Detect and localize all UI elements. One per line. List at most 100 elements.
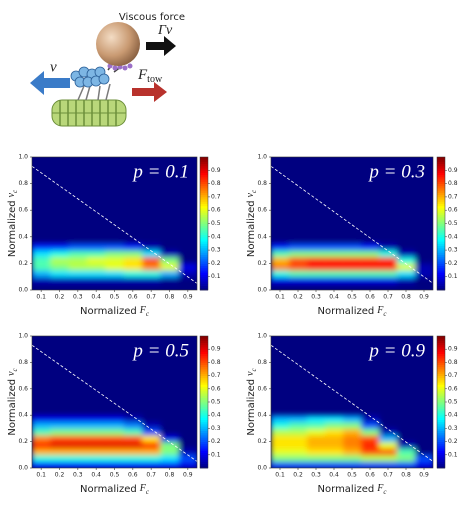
- colorbar-step: [200, 205, 208, 209]
- heat-cell: [325, 448, 344, 456]
- colorbar-step: [437, 194, 445, 198]
- heat-cell: [289, 243, 308, 251]
- heat-cell: [178, 415, 197, 423]
- x-tick-label: 0.7: [146, 294, 156, 301]
- heat-cell: [271, 435, 290, 443]
- heat-cell: [32, 454, 51, 462]
- panel: 0.1 0.2 0.3 0.4 0.5 0.6 0.7 0.8 0.90.00.20.40.60…: [245, 333, 457, 496]
- panel: 0.1 0.2 0.3 0.4 0.5 0.6 0.7 0.8 0.90.00.20.40.60…: [6, 154, 220, 318]
- heat-cell: [361, 448, 380, 456]
- label-sub: c: [383, 488, 387, 496]
- heat-cell: [123, 448, 143, 456]
- heat-cell: [397, 461, 416, 468]
- colorbar-step: [200, 454, 208, 458]
- heat-cell: [142, 270, 161, 278]
- label-text: Normalized: [7, 379, 18, 436]
- heat-cell: [160, 243, 180, 251]
- heat-cell: [415, 461, 433, 468]
- heat-cell: [307, 283, 326, 290]
- schematic: Viscous force Γv v Ftow: [30, 12, 185, 127]
- heat-cell: [415, 415, 433, 423]
- colorbar-step: [437, 236, 445, 240]
- gamma-v-label: Γv: [157, 23, 173, 38]
- colorbar-step: [200, 402, 208, 405]
- colorbar-step: [200, 410, 208, 414]
- heat-cell: [343, 415, 362, 423]
- heat-cell: [361, 263, 380, 271]
- heat-cell: [32, 236, 51, 244]
- heat-cell: [397, 415, 416, 423]
- heat-cell: [123, 415, 143, 423]
- colorbar-step: [437, 369, 445, 372]
- tow-label: Ftow: [137, 67, 163, 85]
- colorbar-step: [437, 399, 445, 403]
- colorbar-step: [200, 168, 208, 171]
- label-sub: c: [11, 367, 19, 371]
- colorbar-step: [200, 230, 208, 233]
- heat-cell: [50, 243, 70, 251]
- heat-cell: [289, 270, 308, 278]
- heat-cell: [105, 270, 125, 278]
- heat-cell: [142, 441, 161, 449]
- heat-cell: [68, 250, 88, 258]
- heat-cell: [343, 263, 362, 271]
- colorbar-label: 0.1: [448, 451, 458, 458]
- heat-cell: [105, 461, 125, 468]
- colorbar-step: [437, 207, 445, 211]
- colorbar-step: [200, 371, 208, 374]
- heat-cell: [178, 454, 197, 462]
- colorbar-label: 0.9: [448, 346, 458, 353]
- colorbar-step: [200, 181, 208, 184]
- heat-cell: [105, 435, 125, 443]
- axis-label: Normalized vc: [6, 367, 18, 435]
- x-tick-label: 0.9: [183, 294, 193, 301]
- x-tick-label: 0.4: [91, 294, 101, 301]
- heat-cell: [50, 454, 70, 462]
- y-tick-label: 0.4: [257, 233, 267, 240]
- viscous-arrow: [146, 36, 176, 56]
- heat-cell: [361, 256, 380, 264]
- heat-cell: [142, 243, 161, 251]
- label-sub: c: [250, 189, 258, 193]
- y-tick-label: 0.2: [18, 260, 28, 267]
- colorbar-step: [200, 165, 208, 169]
- colorbar-step: [200, 386, 208, 390]
- colorbar-step: [200, 391, 208, 394]
- heat-cell: [289, 250, 308, 258]
- colorbar-step: [437, 214, 445, 218]
- colorbar-step: [437, 283, 445, 286]
- y-tick-label: 0.2: [18, 438, 28, 445]
- heat-cell: [271, 270, 290, 278]
- colorbar-step: [200, 183, 208, 187]
- colorbar-step: [437, 170, 445, 173]
- heat-cell: [397, 441, 416, 449]
- colorbar-step: [200, 353, 208, 357]
- colorbar-label: 0.5: [448, 220, 458, 227]
- heat-cell: [271, 256, 290, 264]
- x-tick-label: 0.5: [347, 294, 357, 301]
- colorbar-step: [437, 181, 445, 184]
- x-tick-label: 0.6: [128, 472, 138, 479]
- colorbar-step: [200, 214, 208, 218]
- colorbar-step: [200, 221, 208, 224]
- heat-cell: [68, 461, 88, 468]
- heat-cell: [178, 243, 197, 251]
- label-sub: c: [383, 310, 387, 318]
- colorbar-step: [437, 371, 445, 374]
- heat-cell: [160, 454, 180, 462]
- colorbar-step: [200, 232, 208, 235]
- colorbar-step: [437, 243, 445, 247]
- colorbar-step: [437, 360, 445, 363]
- colorbar-step: [200, 347, 208, 350]
- x-tick-label: 0.9: [419, 472, 429, 479]
- heat-cell: [343, 243, 362, 251]
- colorbar-step: [200, 388, 208, 392]
- axis-label: Normalized vc: [245, 367, 257, 435]
- colorbar-step: [437, 157, 445, 160]
- heat-cell: [397, 270, 416, 278]
- heat-cell: [68, 270, 88, 278]
- colorbar-step: [437, 404, 445, 407]
- x-tick-label: 0.8: [401, 472, 411, 479]
- axis-label: Normalized vc: [245, 189, 257, 257]
- colorbar-step: [200, 265, 208, 269]
